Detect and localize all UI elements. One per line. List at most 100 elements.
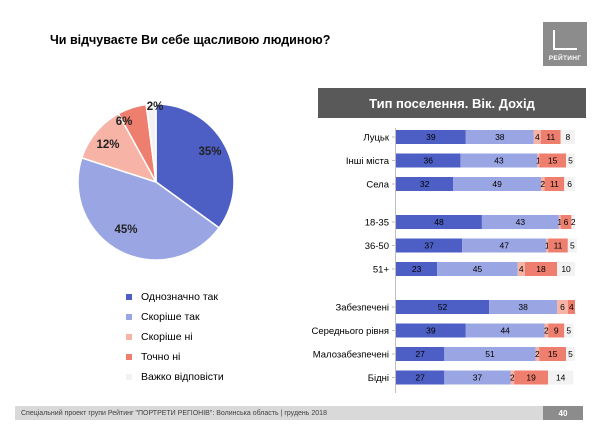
bar-segment [396, 370, 445, 385]
bar-category-label: Бідні [368, 373, 389, 384]
bar-data-label: 45 [473, 264, 483, 274]
bar-segment [566, 153, 575, 168]
bar-data-label: 2 [544, 326, 549, 336]
bar-data-label: 39 [426, 132, 436, 142]
bar-data-label: 6 [560, 302, 565, 312]
bar-segment [396, 262, 438, 276]
bar-data-label: 2 [571, 217, 576, 227]
section-title-bar: Тип поселення. Вік. Дохід [318, 88, 586, 118]
bar-data-label: 23 [412, 264, 422, 274]
bar-segment [539, 347, 567, 361]
bar-segment [462, 238, 547, 253]
bar-segment [396, 300, 490, 314]
bar-segment [560, 130, 575, 144]
bar-category-label: 18-35 [365, 218, 389, 229]
bar-segment [510, 370, 515, 385]
bar-data-label: 5 [568, 156, 573, 166]
bar-data-label: 44 [500, 326, 510, 336]
bar-data-label: 32 [420, 179, 430, 189]
footer-text: Спеціальний проект групи Рейтинг "ПОРТРЕ… [21, 409, 327, 417]
bar-data-label: 2 [510, 373, 515, 383]
bar-segment [517, 262, 525, 276]
bar-segment [557, 262, 575, 276]
bar-data-label: 15 [548, 156, 558, 166]
bar-segment [396, 130, 466, 144]
legend-label: Важко відповісти [141, 371, 224, 383]
bar-segment [560, 215, 572, 229]
bar-category-label: Інші міста [346, 156, 390, 167]
pie-legend: Однозначно так Скоріше так Скоріше ні Точно… [126, 287, 224, 387]
bar-data-label: 51 [485, 349, 495, 359]
pie-data-label: 12% [96, 139, 119, 151]
bar-data-label: 14 [556, 373, 566, 383]
bar-segment [460, 153, 538, 168]
bar-data-label: 36 [423, 156, 433, 166]
legend-label: Скоріше так [141, 311, 200, 323]
legend-item: Важко відповісти [126, 367, 224, 387]
pie-slice [77, 156, 221, 261]
bar-data-label: 8 [565, 132, 570, 142]
bar-data-label: 52 [438, 302, 448, 312]
bar-segment [567, 238, 577, 253]
legend-label: Скоріше ні [141, 331, 193, 343]
footer-bar: Спеціальний проект групи Рейтинг "ПОРТРЕ… [15, 406, 573, 420]
bar-segment [437, 262, 518, 276]
bar-data-label: 18 [536, 264, 546, 274]
bar-data-label: 1 [536, 156, 541, 166]
pie-slice [145, 103, 157, 183]
bar-segment [396, 153, 461, 168]
bar-data-label: 4 [569, 302, 574, 312]
pie-data-label: 6% [116, 116, 133, 128]
section-title: Тип поселення. Вік. Дохід [369, 95, 535, 111]
bar-segment [557, 300, 568, 314]
bar-segment [444, 370, 511, 385]
question-title: Чи відчуваєте Ви себе щасливою людиною? [50, 33, 331, 47]
bar-segment [396, 347, 445, 361]
logo-mark-icon [553, 30, 577, 50]
bar-data-label: 43 [516, 217, 526, 227]
bar-segment [558, 215, 561, 229]
bar-segment [548, 323, 565, 338]
bar-segment [489, 300, 558, 314]
bar-category-label: Середнього рівня [311, 326, 389, 337]
logo-text: РЕЙТИНГ [548, 55, 582, 62]
legend-label: Однозначно так [141, 291, 218, 303]
bar-data-label: 48 [434, 217, 444, 227]
bar-segment [566, 347, 575, 361]
bar-data-label: 27 [415, 373, 425, 383]
bar-category-label: Забезпечені [336, 303, 390, 314]
bar-segment [396, 238, 463, 253]
bar-segment [465, 323, 545, 338]
bar-segment [564, 323, 574, 338]
legend-item: Однозначно так [126, 287, 224, 307]
bar-segment [444, 347, 536, 361]
bar-data-label: 19 [526, 373, 536, 383]
legend-item: Скоріше ні [126, 327, 224, 347]
bar-data-label: 38 [518, 302, 528, 312]
bar-segment [564, 177, 575, 191]
bar-segment [544, 323, 549, 338]
bar-segment [539, 153, 567, 168]
bar-segment [544, 177, 565, 191]
page-number: 40 [543, 406, 583, 420]
bar-segment [571, 215, 575, 229]
bar-data-label: 5 [568, 349, 573, 359]
pie-data-label: 35% [198, 146, 221, 158]
bar-segment [396, 323, 466, 338]
legend-swatch [126, 294, 132, 300]
bar-data-label: 5 [566, 326, 571, 336]
bar-category-label: 36-50 [365, 241, 389, 252]
pie-slice [155, 103, 235, 229]
bar-segment [524, 262, 558, 276]
bar-data-label: 11 [550, 179, 559, 189]
legend-swatch [126, 334, 132, 340]
bar-data-label: 9 [554, 326, 559, 336]
bar-data-label: 11 [546, 132, 555, 142]
legend-swatch [126, 354, 132, 360]
bar-segment [546, 238, 549, 253]
bar-segment [396, 215, 482, 229]
bar-data-label: 10 [561, 264, 571, 274]
bar-category-label: Села [366, 180, 389, 191]
bar-data-label: 2 [540, 179, 545, 189]
